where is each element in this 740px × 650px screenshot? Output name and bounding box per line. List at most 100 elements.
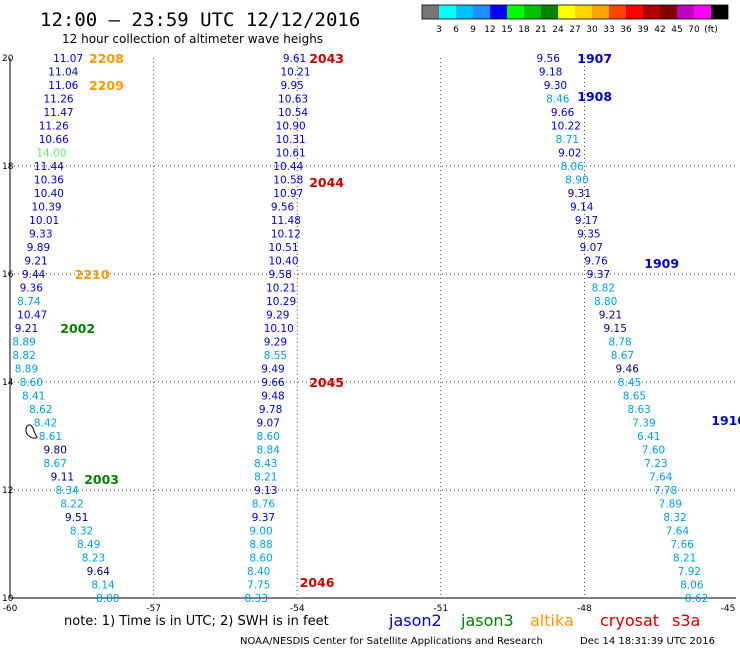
swh-value: 7.39 bbox=[632, 418, 655, 430]
swh-value: 10.36 bbox=[34, 175, 64, 187]
track-label: 2210 bbox=[75, 267, 110, 282]
swh-value: 10.12 bbox=[271, 229, 301, 241]
swh-value: 8.67 bbox=[44, 458, 67, 470]
colorbar-label: 6 bbox=[453, 25, 459, 35]
swh-value: 9.21 bbox=[599, 310, 622, 322]
swh-value: 8.89 bbox=[15, 364, 38, 376]
chart-title: 12:00 – 23:59 UTC 12/12/2016 bbox=[40, 9, 360, 31]
swh-value: 9.13 bbox=[254, 485, 277, 497]
swh-value: 10.21 bbox=[266, 283, 296, 295]
swh-value: 10.47 bbox=[17, 310, 47, 322]
colorbar-label: 36 bbox=[620, 25, 632, 35]
swh-value: 9.14 bbox=[570, 202, 594, 214]
colorbar-label: 30 bbox=[586, 25, 598, 35]
swh-value: 9.18 bbox=[539, 67, 562, 79]
footer-note: note: 1) Time is in UTC; 2) SWH is in fe… bbox=[64, 614, 329, 629]
legend-jason2: jason2 bbox=[388, 611, 442, 630]
swh-value: 14.00 bbox=[36, 148, 66, 160]
swh-points: 11.0711.0411.0611.2611.4711.2610.6614.00… bbox=[12, 53, 708, 605]
colorbar-swatch bbox=[439, 5, 456, 19]
colorbar-label: 70 bbox=[688, 25, 700, 35]
colorbar-swatch bbox=[541, 5, 558, 19]
swh-value: 10.01 bbox=[29, 215, 59, 227]
swh-value: 9.51 bbox=[65, 512, 88, 524]
swh-value: 10.40 bbox=[268, 256, 298, 268]
plot-frame bbox=[9, 58, 736, 599]
swh-value: 8.82 bbox=[592, 283, 615, 295]
track-labels: 2208 2209 2210 2002 2003 2043 2044 2045 2046 1907… bbox=[60, 51, 740, 590]
swh-value: 9.37 bbox=[252, 512, 275, 524]
swh-value: 8.06 bbox=[560, 161, 584, 173]
swh-value: 8.90 bbox=[565, 175, 588, 187]
colorbar-label: 42 bbox=[654, 25, 665, 35]
swh-value: 10.22 bbox=[551, 121, 581, 133]
swh-value: 8.74 bbox=[17, 296, 41, 308]
x-tick-label: -57 bbox=[146, 604, 161, 614]
island-outline bbox=[25, 424, 38, 439]
swh-value: 10.10 bbox=[264, 323, 294, 335]
colorbar-swatch bbox=[643, 5, 660, 19]
y-tick-label: 10 bbox=[2, 594, 14, 604]
colorbar-border bbox=[421, 4, 729, 20]
legend-cryosat: cryosat bbox=[600, 611, 659, 630]
swh-value: 8.89 bbox=[12, 337, 35, 349]
swh-value: 9.07 bbox=[580, 242, 603, 254]
swh-value: 9.07 bbox=[257, 418, 280, 430]
colorbar-swatch bbox=[660, 5, 677, 19]
swh-value: 9.17 bbox=[575, 215, 598, 227]
legend-s3a: s3a bbox=[672, 611, 700, 630]
swh-value: 7.23 bbox=[644, 458, 667, 470]
swh-value: 10.66 bbox=[39, 134, 69, 146]
swh-value: 8.60 bbox=[257, 431, 280, 443]
y-tick-label: 16 bbox=[2, 270, 14, 280]
colorbar-label: 27 bbox=[569, 25, 580, 35]
swh-value: 8.06 bbox=[680, 580, 704, 592]
colorbar-swatch bbox=[592, 5, 609, 19]
swh-value: 11.26 bbox=[44, 94, 74, 106]
swh-value: 7.64 bbox=[649, 472, 673, 484]
colorbar-swatch bbox=[524, 5, 541, 19]
swh-value: 8.61 bbox=[39, 431, 62, 443]
swh-value: 8.67 bbox=[611, 350, 634, 362]
swh-value: 9.02 bbox=[558, 148, 581, 160]
swh-value: 8.62 bbox=[685, 593, 708, 605]
swh-value: 11.26 bbox=[39, 121, 69, 133]
colorbar-swatch bbox=[677, 5, 694, 19]
swh-value: 8.42 bbox=[34, 418, 57, 430]
track-label: 2046 bbox=[300, 575, 335, 590]
swh-value: 9.66 bbox=[551, 107, 575, 119]
footer-timestamp: Dec 14 18:31:39 UTC 2016 bbox=[580, 636, 715, 647]
swh-value: 9.49 bbox=[261, 364, 284, 376]
colorbar-label: 18 bbox=[518, 25, 530, 35]
swh-value: 10.58 bbox=[273, 175, 303, 187]
chart-subtitle: 12 hour collection of altimeter wave hei… bbox=[62, 32, 323, 46]
swh-value: 8.82 bbox=[12, 350, 35, 362]
legend-jason3: jason3 bbox=[460, 611, 514, 630]
swh-value: 8.21 bbox=[673, 553, 696, 565]
swh-value: 9.30 bbox=[544, 80, 567, 92]
swh-value: 8.76 bbox=[252, 499, 276, 511]
swh-value: 9.56 bbox=[271, 202, 295, 214]
y-tick-label: 20 bbox=[2, 54, 14, 64]
track-label: 2002 bbox=[60, 321, 95, 336]
track-label: 2045 bbox=[309, 375, 344, 390]
swh-value: 10.61 bbox=[276, 148, 306, 160]
swh-value: 10.97 bbox=[273, 188, 303, 200]
swh-value: 9.37 bbox=[587, 269, 610, 281]
swh-value: 11.48 bbox=[271, 215, 301, 227]
swh-value: 9.61 bbox=[283, 53, 306, 65]
swh-value: 11.47 bbox=[44, 107, 74, 119]
swh-value: 8.43 bbox=[254, 458, 277, 470]
swh-value: 7.75 bbox=[247, 580, 270, 592]
x-tick-label: -60 bbox=[3, 604, 18, 614]
track-label: 2043 bbox=[309, 51, 344, 66]
swh-value: 8.71 bbox=[556, 134, 579, 146]
swh-value: 9.31 bbox=[568, 188, 591, 200]
swh-value: 9.66 bbox=[261, 377, 285, 389]
x-tick-label: -51 bbox=[433, 604, 448, 614]
colorbar-label: 33 bbox=[603, 25, 614, 35]
swh-value: 8.40 bbox=[247, 566, 270, 578]
swh-value: 8.60 bbox=[249, 553, 272, 565]
swh-value: 7.60 bbox=[642, 445, 665, 457]
y-tick-label: 12 bbox=[2, 486, 13, 496]
